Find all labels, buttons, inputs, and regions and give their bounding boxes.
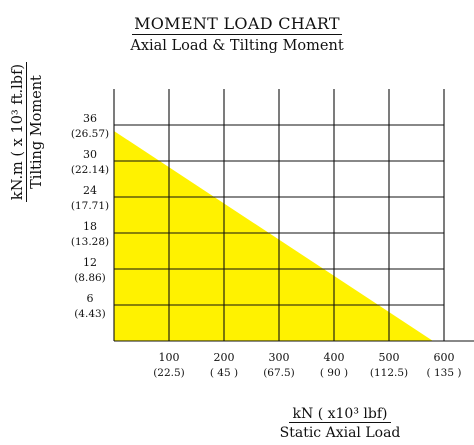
x-tick-label: 200	[214, 351, 235, 364]
y-tick-sublabel: (26.57)	[71, 128, 109, 140]
x-tick-label: 100	[159, 351, 180, 364]
x-axis-label: kN ( x10³ lbf) Static Axial Load	[240, 403, 440, 441]
x-tick-sublabel: (67.5)	[263, 367, 295, 379]
y-tick-sublabel: (22.14)	[71, 164, 109, 176]
allowable-load-area-layer	[114, 131, 433, 341]
y-tick-sublabel: (8.86)	[74, 272, 106, 284]
y-axis-unit-label: kN.m ( x 10³ ft.lbf)	[10, 61, 27, 203]
x-axis-ticks: 100 (22.5) 200 ( 45 ) 300 (67.5) 400 ( 90 ) 500 (…	[153, 351, 461, 379]
chart-title-block: MOMENT LOAD CHART Axial Load & Tilting M…	[0, 14, 474, 54]
y-tick-sublabel: (4.43)	[74, 308, 106, 320]
x-tick-sublabel: (112.5)	[370, 367, 408, 379]
x-tick-label: 400	[324, 351, 345, 364]
x-tick-sublabel: ( 135 )	[427, 367, 462, 379]
x-axis-unit-label: kN ( x10³ lbf)	[288, 406, 392, 423]
allowable-load-region-0	[114, 131, 433, 341]
x-tick-label: 500	[379, 351, 400, 364]
y-tick-sublabel: (17.71)	[71, 200, 109, 212]
y-axis-name: Tilting Moment	[29, 75, 45, 189]
y-tick-label: 36	[83, 112, 97, 125]
chart-title: MOMENT LOAD CHART	[132, 14, 342, 35]
x-tick-label: 300	[269, 351, 290, 364]
y-tick-label: 18	[83, 220, 97, 233]
x-tick-sublabel: (22.5)	[153, 367, 185, 379]
y-axis-ticks: 6 (4.43) 12 (8.86) 18 (13.28) 24 (17.71) 30 (22.1…	[71, 112, 109, 320]
x-tick-sublabel: ( 90 )	[320, 367, 348, 379]
x-tick-label: 600	[434, 351, 455, 364]
y-tick-sublabel: (13.28)	[71, 236, 109, 248]
y-tick-label: 30	[83, 148, 97, 161]
x-axis-name: Static Axial Load	[279, 425, 401, 441]
y-tick-label: 6	[87, 292, 94, 305]
y-tick-label: 24	[83, 184, 97, 197]
y-tick-label: 12	[83, 256, 97, 269]
chart-subtitle: Axial Load & Tilting Moment	[130, 38, 344, 54]
grid	[113, 89, 474, 342]
y-axis-label: kN.m ( x 10³ ft.lbf) Tilting Moment	[7, 32, 53, 232]
x-tick-sublabel: ( 45 )	[210, 367, 238, 379]
